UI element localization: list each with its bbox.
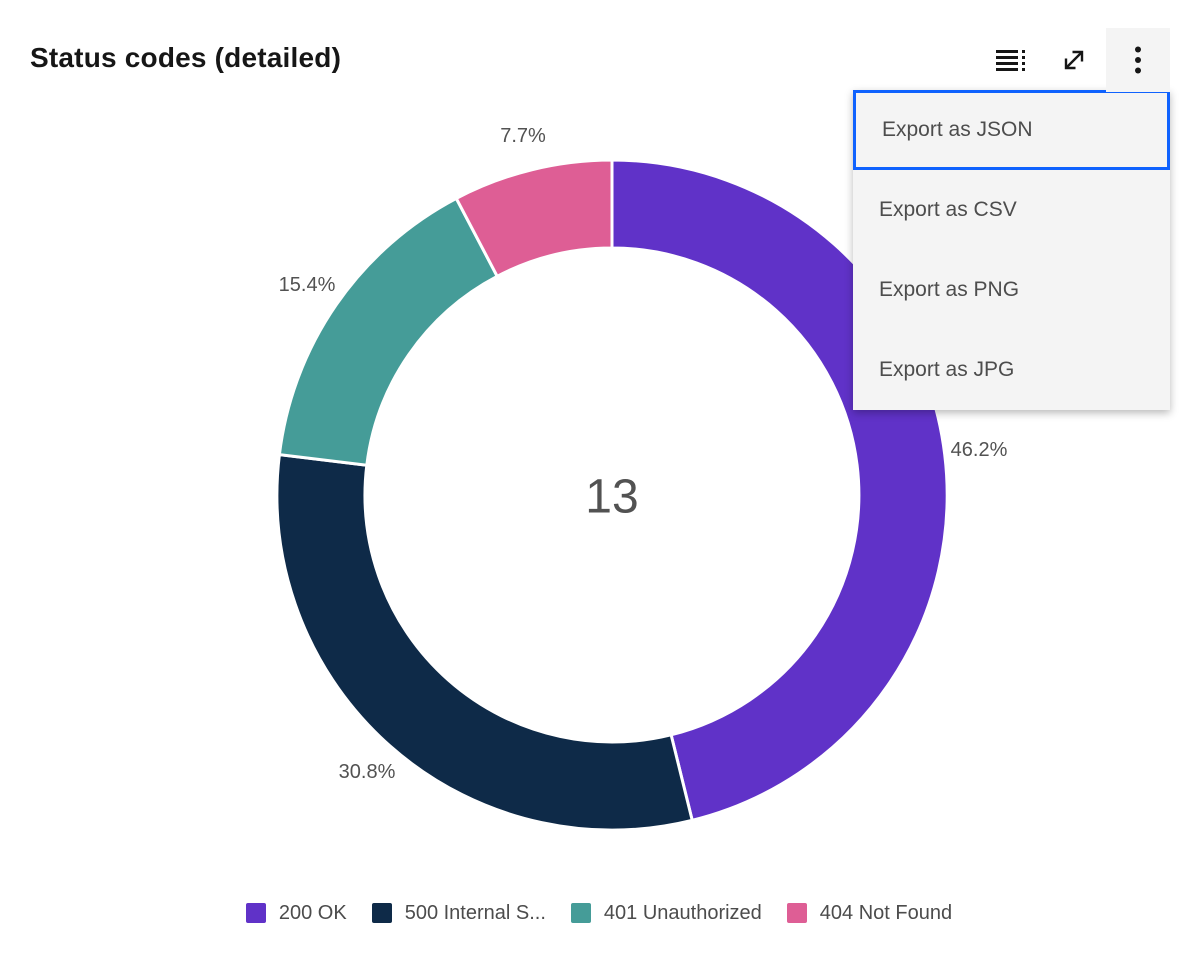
legend-swatch — [371, 903, 392, 923]
donut-slice-404-not-found[interactable] — [454, 158, 614, 279]
legend-swatch — [570, 903, 591, 923]
menu-item-export-as-csv[interactable]: Export as CSV — [879, 198, 1017, 221]
percent-label: 46.2% — [951, 439, 1008, 461]
legend-item-404-not-found[interactable]: 404 Not Found — [786, 901, 953, 925]
legend-swatch — [245, 903, 266, 923]
export-menu: Export as JSON Export as CSV Export as PNG… — [853, 90, 1170, 410]
overflow-menu-icon — [1135, 46, 1141, 74]
legend-item-401-unauthorized[interactable]: 401 Unauthorized — [570, 901, 762, 925]
menu-item-export-as-json[interactable]: Export as JSON — [853, 90, 1170, 170]
chart-toolbar — [978, 28, 1170, 92]
expand-button[interactable] — [1042, 28, 1106, 92]
chart-title: Status codes (detailed) — [30, 42, 342, 73]
donut-center-total: 13 — [585, 471, 638, 524]
legend-swatch — [786, 903, 807, 923]
menu-item-export-as-jpg[interactable]: Export as JPG — [879, 358, 1015, 381]
expand-icon — [1064, 50, 1084, 70]
donut-slice-401-unauthorized[interactable] — [277, 196, 500, 467]
overflow-menu-button[interactable] — [1106, 28, 1170, 92]
donut-slice-500-internal-s-[interactable] — [275, 452, 695, 832]
percent-label: 15.4% — [279, 274, 336, 296]
legend-item-500-internal-s-[interactable]: 500 Internal S... — [371, 901, 546, 925]
legend-label: 404 Not Found — [819, 901, 953, 924]
percent-label: 7.7% — [500, 125, 546, 147]
legend-label: 500 Internal S... — [404, 901, 546, 924]
legend-label: 200 OK — [278, 901, 347, 924]
data-table-icon — [996, 50, 1025, 71]
show-data-table-button[interactable] — [978, 28, 1042, 92]
percent-label: 30.8% — [339, 761, 396, 783]
menu-item-export-as-png[interactable]: Export as PNG — [879, 278, 1020, 301]
legend-label: 401 Unauthorized — [603, 901, 762, 924]
chart-legend: 200 OK 500 Internal S... 401 Unauthorized 4… — [0, 893, 1198, 933]
legend-item-200-ok[interactable]: 200 OK — [245, 901, 347, 925]
